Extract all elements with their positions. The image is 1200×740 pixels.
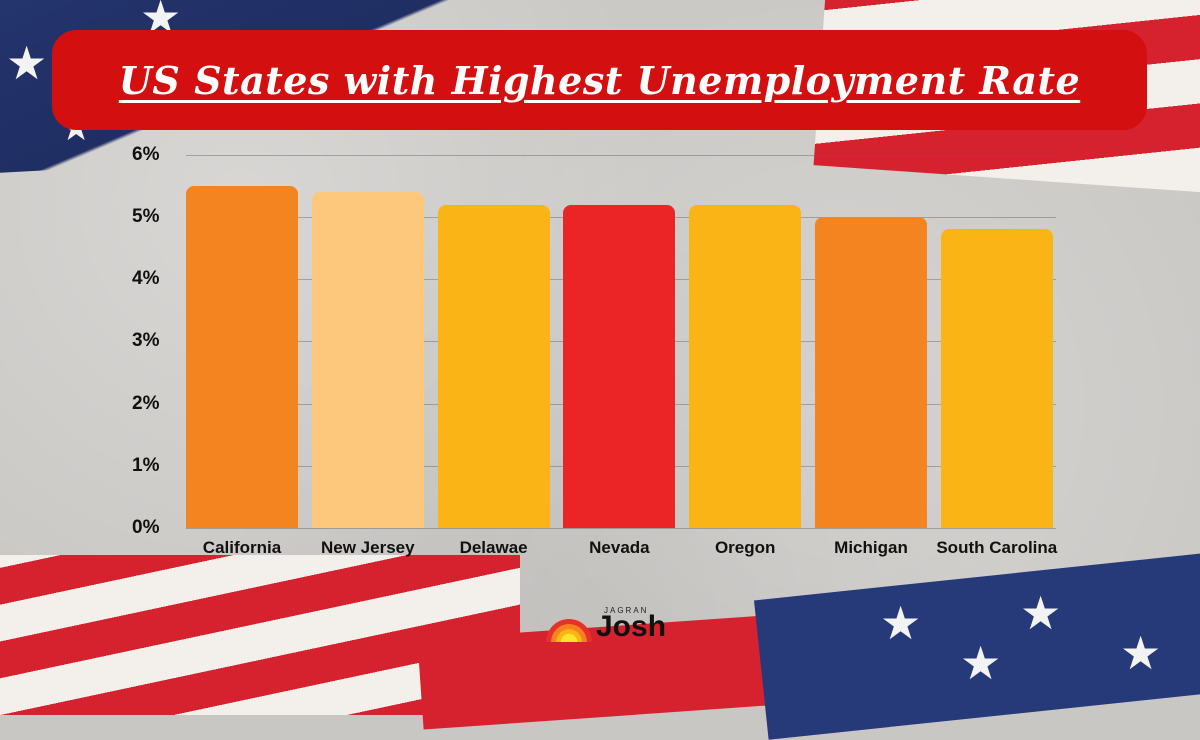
bar-california [186,185,298,528]
y-tick-label: 3% [132,330,160,352]
y-tick-label: 1% [132,454,160,476]
bar-michigan [815,217,927,528]
x-tick-label: South Carolina [936,538,1058,557]
bar-new-jersey [311,192,424,528]
y-tick-label: 2% [132,392,160,414]
title-banner: US States with Highest Unemployment Rate [52,30,1147,130]
bar-south-carolina [940,229,1053,528]
y-tick-label: 4% [132,268,160,290]
star-icon: ★ [1120,627,1162,679]
x-tick-label: Delawae [459,538,528,557]
bar-oregon [689,204,802,528]
y-tick-label: 6% [132,143,160,165]
y-tick-label: 5% [132,206,160,227]
x-tick-label: New Jersey [321,538,415,557]
star-icon: ★ [880,597,922,649]
jagran-josh-logo: JAGRAN Josh [546,606,667,643]
x-tick-label: Nevada [589,538,650,557]
x-tick-label: Michigan [834,538,908,557]
logo-small-text: JAGRAN [604,606,649,615]
bar-delawae [437,204,550,528]
bar-nevada [563,204,676,528]
star-icon: ★ [1020,587,1062,639]
x-tick-label: California [202,538,282,557]
chart-title: US States with Highest Unemployment Rate [118,57,1081,103]
star-icon: ★ [6,37,48,89]
gridline [186,528,1056,529]
bar-chart: 0% 1% 2% 3% 4% 5% 6% California New Jersey Delawa… [132,143,1058,557]
logo-big-text: Josh [596,610,667,643]
sun-logo-icon [546,618,592,642]
gridline [186,154,1056,156]
x-tick-label: Oregon [714,538,776,557]
y-tick-label: 0% [132,517,160,538]
